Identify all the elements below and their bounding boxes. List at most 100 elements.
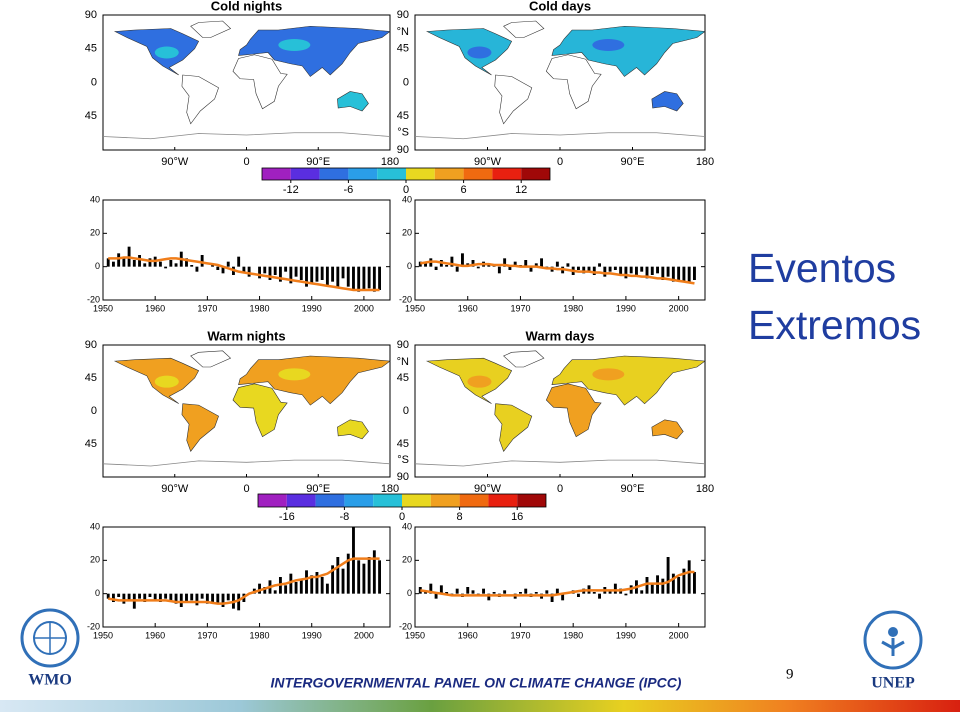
bar bbox=[367, 557, 371, 594]
colorbar-label: -8 bbox=[340, 511, 350, 523]
bar bbox=[645, 266, 649, 279]
bar bbox=[645, 577, 649, 594]
bar bbox=[592, 592, 596, 594]
bar bbox=[561, 593, 565, 601]
bar bbox=[455, 588, 459, 594]
bar bbox=[127, 593, 131, 601]
bar bbox=[294, 582, 298, 594]
map-y-label: 45 bbox=[85, 372, 97, 384]
colorbar-cell bbox=[286, 494, 316, 507]
bar bbox=[263, 587, 267, 594]
bar bbox=[185, 258, 188, 267]
map-x-label: 180 bbox=[381, 156, 399, 168]
bar bbox=[424, 263, 427, 267]
bar bbox=[117, 593, 121, 597]
bar bbox=[258, 583, 261, 594]
map-y-label: 90 bbox=[85, 339, 97, 351]
map-y-label: 90 bbox=[397, 9, 409, 21]
bar bbox=[169, 593, 173, 601]
bar bbox=[555, 261, 559, 267]
bar bbox=[492, 592, 496, 594]
bar bbox=[640, 266, 644, 272]
bar bbox=[357, 560, 361, 594]
bar bbox=[540, 258, 543, 267]
page-number: 9 bbox=[786, 666, 794, 682]
colorbar-label: 16 bbox=[511, 511, 523, 523]
bar bbox=[476, 266, 480, 269]
x-tick-label: 1990 bbox=[302, 630, 322, 640]
bar bbox=[378, 560, 381, 594]
land bbox=[503, 350, 545, 368]
bar bbox=[132, 260, 136, 267]
logo-text: WMO bbox=[28, 672, 72, 689]
bar bbox=[461, 253, 464, 267]
y-tick-label: 20 bbox=[90, 555, 100, 565]
x-tick-label: 1980 bbox=[250, 630, 270, 640]
land bbox=[494, 74, 533, 125]
colorbar-cell bbox=[373, 494, 402, 507]
land bbox=[238, 25, 391, 77]
slide-title: Eventos bbox=[748, 245, 896, 291]
bar bbox=[216, 266, 220, 270]
bar bbox=[331, 565, 335, 594]
bar bbox=[661, 578, 665, 594]
bar bbox=[164, 593, 168, 599]
map-y-label: °S bbox=[397, 127, 409, 139]
bar bbox=[143, 593, 147, 602]
bar bbox=[200, 593, 204, 599]
bar bbox=[635, 266, 638, 277]
x-tick-label: 1960 bbox=[145, 630, 165, 640]
bar bbox=[305, 266, 308, 287]
map-x-label: 90°E bbox=[306, 156, 330, 168]
bar bbox=[666, 266, 670, 277]
bar bbox=[336, 266, 340, 289]
y-tick-label: -20 bbox=[87, 621, 100, 631]
bar bbox=[336, 557, 340, 594]
bar bbox=[640, 590, 644, 594]
bar bbox=[508, 266, 512, 270]
map-y-label: 90 bbox=[397, 144, 409, 156]
bar bbox=[289, 573, 293, 594]
map-title: Warm nights bbox=[207, 328, 285, 343]
colorbar-cell bbox=[290, 168, 320, 180]
land bbox=[551, 25, 706, 77]
bar bbox=[582, 266, 586, 274]
colorbar-cell bbox=[492, 168, 522, 180]
bar bbox=[158, 593, 162, 602]
bar bbox=[106, 593, 110, 599]
x-tick-label: 1950 bbox=[93, 303, 113, 313]
x-tick-label: 2000 bbox=[354, 630, 374, 640]
x-tick-label: 1990 bbox=[616, 630, 636, 640]
land bbox=[238, 355, 391, 406]
map-y-label: 45 bbox=[397, 372, 409, 384]
bar bbox=[122, 593, 126, 604]
map-y-label: °S bbox=[397, 454, 409, 466]
bar bbox=[503, 258, 507, 267]
map-y-label: 0 bbox=[403, 76, 409, 88]
map-x-label: 90°W bbox=[161, 156, 189, 168]
bar bbox=[555, 588, 559, 594]
land bbox=[337, 91, 369, 112]
bar bbox=[545, 590, 549, 594]
bar bbox=[320, 577, 324, 594]
bar bbox=[677, 577, 681, 594]
map-x-label: 0 bbox=[557, 483, 563, 495]
colorbar-cell bbox=[315, 494, 345, 507]
bar bbox=[273, 590, 277, 594]
x-tick-label: 1960 bbox=[458, 303, 478, 313]
antarctica bbox=[414, 132, 706, 140]
bar bbox=[341, 266, 345, 279]
bar bbox=[450, 256, 454, 267]
trend-line bbox=[420, 260, 695, 285]
map-x-label: 90°W bbox=[474, 483, 502, 495]
x-tick-label: 2000 bbox=[354, 303, 374, 313]
bar bbox=[455, 266, 459, 272]
bar bbox=[687, 560, 691, 594]
bar bbox=[693, 572, 696, 594]
map-y-label: °N bbox=[397, 26, 409, 38]
map-title: Cold days bbox=[529, 0, 591, 13]
bar bbox=[566, 263, 570, 267]
bar bbox=[258, 266, 261, 279]
colorbar-cell bbox=[377, 168, 406, 180]
